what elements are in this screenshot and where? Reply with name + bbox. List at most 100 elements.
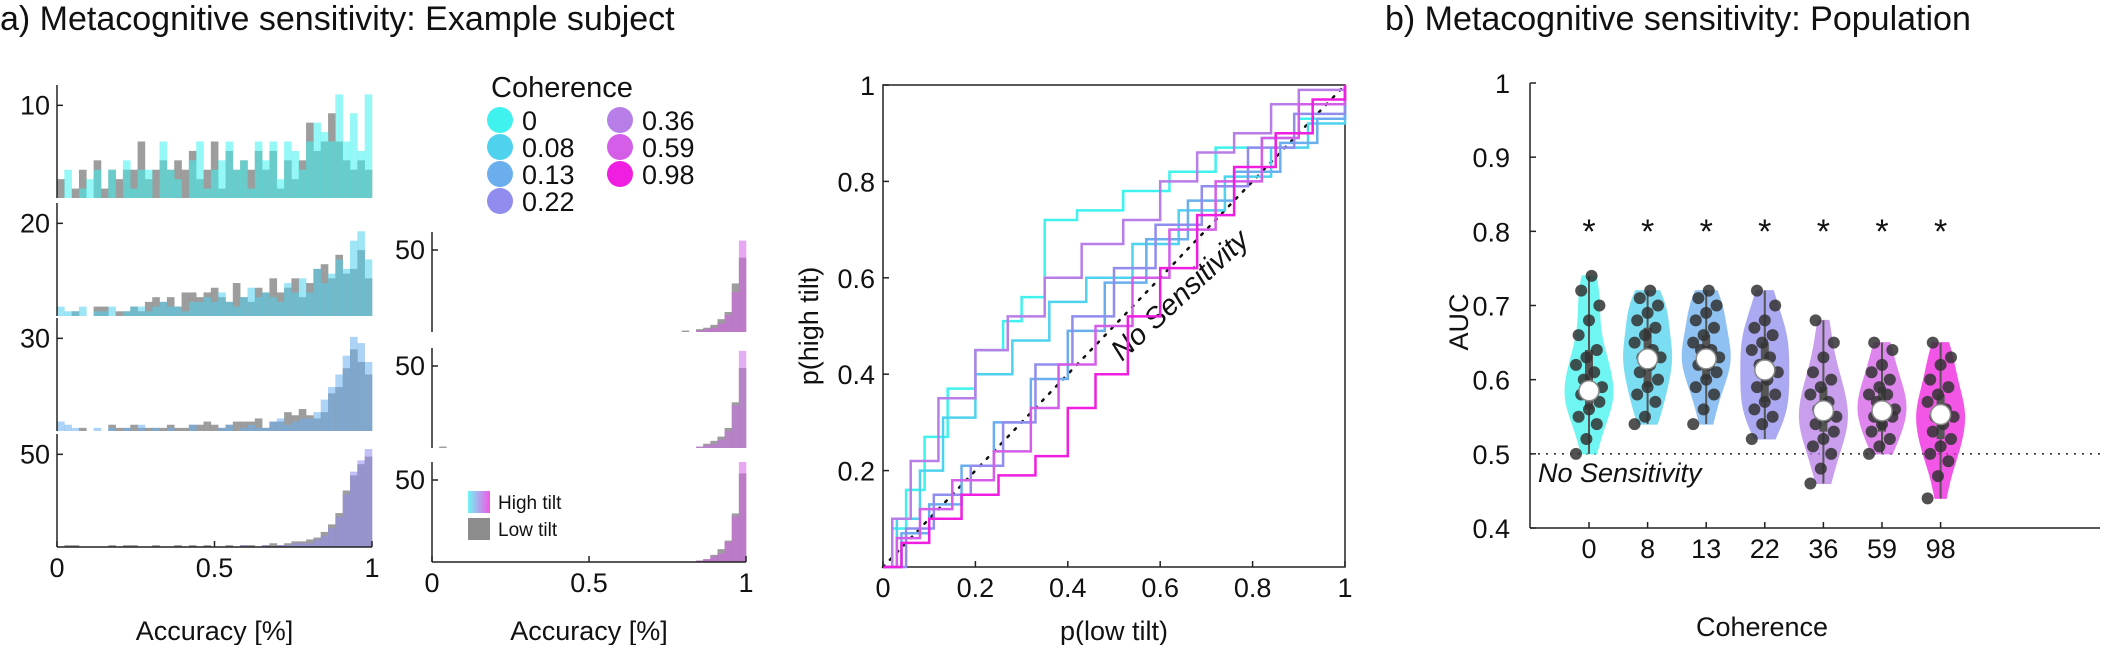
legend-marker [487, 134, 513, 160]
hist-bar-high [703, 445, 711, 448]
hist-bar-low [174, 160, 182, 198]
hist-bar-high [144, 169, 153, 198]
violin-median [1578, 380, 1600, 402]
violin-median [1636, 348, 1659, 370]
violin-point [1804, 477, 1817, 490]
hist-bar-low [181, 427, 190, 431]
hist-bar-low [152, 169, 160, 198]
hist-bar-high [328, 141, 336, 198]
histogram-left: 10 20 30 50 0 0.5 1 Accuracy [%] [20, 85, 380, 645]
hist-bar-high [364, 449, 373, 547]
violin-x-tick-label: 36 [1808, 534, 1838, 564]
hist-bar-high [276, 418, 285, 431]
hist-bar-high [284, 283, 292, 316]
histogram-right: 50 50 50 0 0.5 1 Accuracy [%] [395, 232, 754, 645]
hist-bar-high [291, 543, 300, 547]
violin-point [1769, 299, 1782, 312]
violin-point [1934, 358, 1947, 371]
hist-bar-high [350, 471, 358, 547]
hist-bar-high [130, 188, 138, 198]
hist-bar-low [100, 188, 109, 198]
violin-point [1628, 418, 1641, 431]
hist-bar-high [71, 427, 80, 431]
violin-point [1593, 395, 1606, 408]
hist-bar-high [210, 301, 219, 316]
violin-y-tick-label: 0.7 [1472, 292, 1510, 322]
hist-y-tick-label: 10 [20, 90, 50, 120]
hist-bar-low [108, 545, 116, 547]
hist-bar-high [364, 94, 373, 198]
hist-y-tick-label: 30 [20, 323, 50, 353]
hist-bar-high [738, 240, 747, 332]
hist-bar-high [181, 311, 190, 316]
legend-marker [607, 134, 633, 160]
violin-point [1758, 395, 1771, 408]
hist-bar-high [203, 188, 212, 198]
hist-bar-high [276, 179, 285, 198]
hist-bar-high [364, 259, 373, 316]
violin-point [1633, 292, 1646, 305]
violin-point [1751, 381, 1763, 394]
significance-marker: * [1934, 213, 1947, 251]
hist-bar-high [86, 179, 94, 198]
violin-point [1652, 299, 1664, 312]
legend-marker [487, 107, 513, 133]
hist-bar-low [71, 545, 80, 547]
hist-bar-high [357, 343, 365, 431]
significance-marker: * [1700, 213, 1713, 251]
hist-x-label: Accuracy [%] [510, 616, 668, 645]
hist-bar-high [254, 427, 263, 431]
roc-y-tick-label: 0.8 [837, 167, 875, 197]
hist-bar-high [196, 301, 204, 316]
legend-marker [487, 161, 513, 187]
violin-point [1863, 447, 1875, 460]
hist-bar-high [137, 169, 146, 198]
hist-bar-high [262, 427, 270, 431]
hist-bar-high [144, 311, 153, 316]
hist-bar-high [64, 311, 72, 316]
hist-bar-high [108, 169, 116, 198]
hist-bar-high [357, 460, 365, 547]
hist-bar-high [328, 387, 336, 431]
roc-line [883, 85, 1347, 569]
hist-bar-low [188, 545, 197, 547]
hist-y-tick-label: 20 [20, 208, 50, 238]
violin-point [1575, 284, 1588, 297]
violin-point [1649, 395, 1662, 408]
violin-point [1827, 336, 1840, 349]
violin-point [1766, 410, 1779, 423]
violin-point [1641, 381, 1654, 394]
hist-bar-high [122, 427, 131, 431]
roc-line [883, 85, 1347, 569]
hist-bar-low [232, 421, 241, 431]
legend-title: Coherence [491, 72, 633, 104]
hist-bar-high [335, 516, 343, 547]
violin-point [1876, 418, 1888, 431]
hist-bar-high [108, 306, 116, 316]
violin-point [1756, 418, 1769, 431]
violin-point [1570, 358, 1582, 371]
hist-bar-high [342, 355, 351, 431]
hist-bar-low [196, 424, 204, 431]
legend-items: 00.080.130.22 0.360.590.98 [487, 106, 695, 217]
violin-point [1825, 373, 1838, 386]
hist-bar-high [130, 306, 138, 316]
hist-bar-high [247, 188, 256, 198]
hist-bar-low [284, 412, 292, 431]
hist-bar-high [152, 427, 160, 431]
violin-point [1702, 284, 1715, 297]
hist-bar-high [710, 327, 718, 332]
violin-point [1886, 344, 1899, 356]
hist-bar-high [240, 545, 248, 547]
legend-marker [607, 107, 633, 133]
violin-y-tick-label: 0.6 [1472, 366, 1510, 396]
roc-frame [882, 84, 1346, 568]
hist-y-tick-label: 50 [395, 235, 425, 265]
violin-point [1628, 336, 1641, 349]
hist-bar-high [57, 421, 65, 431]
hist-bar-low [64, 545, 72, 547]
hist-bar-high [717, 439, 725, 448]
hist-bar-high [64, 424, 72, 431]
violin-point [1639, 410, 1651, 423]
